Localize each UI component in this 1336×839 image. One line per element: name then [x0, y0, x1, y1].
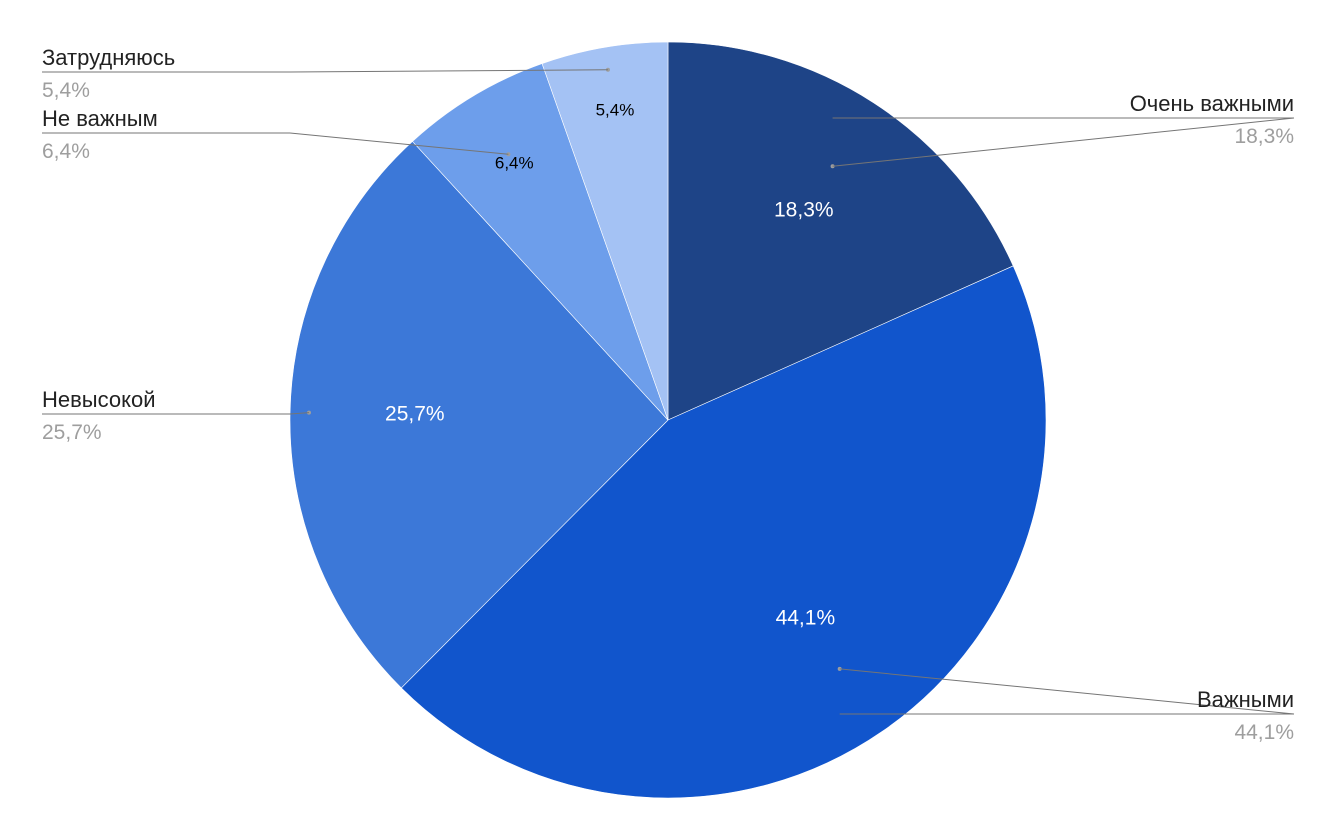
slice-1[interactable]: [667, 41, 1014, 421]
slice-1-percent-label: 18,3%: [1234, 125, 1294, 148]
slice-1-value-label: 18,3%: [774, 198, 834, 221]
slice-2-percent-label: 44,1%: [1234, 721, 1294, 744]
slice-5[interactable]: [541, 41, 669, 421]
slice-5-category-label: Затрудняюсь: [42, 45, 175, 70]
slice-1-category-label: Очень важными: [1130, 91, 1294, 116]
slice-3-leader-line: [289, 412, 310, 415]
slice-3-value-label: 25,7%: [385, 402, 445, 425]
slice-4-value-label: 6,4%: [495, 153, 534, 172]
slice-3-percent-label: 25,7%: [42, 421, 102, 444]
slice-2-category-label: Важными: [1197, 687, 1294, 712]
slice-value-labels: 18,3% 44,1% 25,7% 6,4% 5,4%: [385, 100, 835, 629]
slice-callout-labels: Очень важными 18,3% Важными 44,1% Невысокой 2…: [42, 45, 1295, 744]
slice-4-percent-label: 6,4%: [42, 140, 90, 163]
slice-1-leader-line: [832, 117, 1295, 167]
slice-4-category-label: Не важным: [42, 106, 158, 131]
slice-5-percent-label: 5,4%: [42, 79, 90, 102]
slice-2[interactable]: [400, 265, 1047, 799]
pie-slices: [289, 41, 1047, 799]
slice-2-value-label: 44,1%: [776, 607, 836, 630]
slice-5-value-label: 5,4%: [596, 100, 635, 119]
slice-4-leader-line: [289, 132, 509, 155]
slice-2-leader-line: [839, 668, 1295, 715]
slice-4[interactable]: [412, 63, 669, 421]
slice-3[interactable]: [289, 140, 669, 689]
slice-5-leader-line: [289, 69, 608, 73]
slice-3-category-label: Невысокой: [42, 387, 156, 412]
